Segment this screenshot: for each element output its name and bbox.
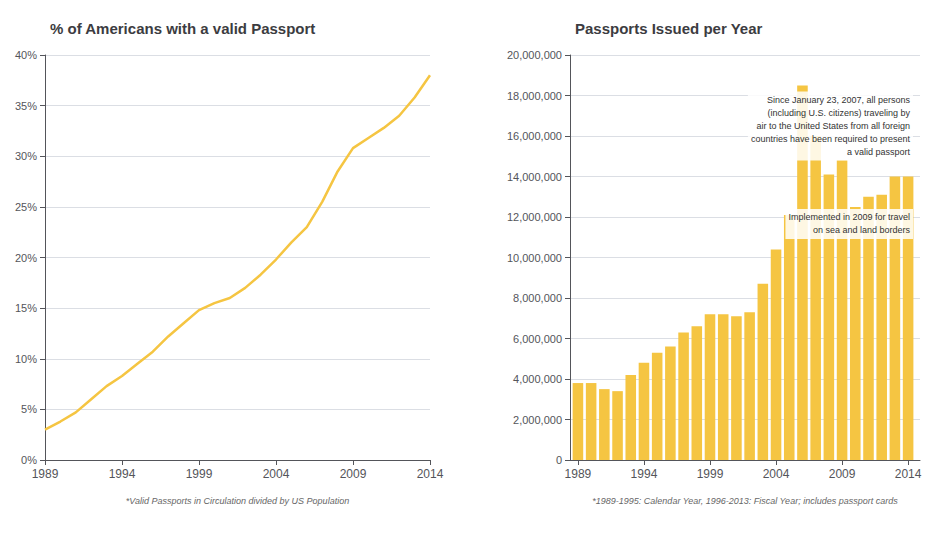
svg-text:8,000,000: 8,000,000 [513,292,562,304]
svg-text:4,000,000: 4,000,000 [513,373,562,385]
svg-text:Passports Issued per Year: Passports Issued per Year [575,20,762,37]
svg-text:10%: 10% [15,353,37,365]
svg-text:*1989-1995: Calendar Year, 199: *1989-1995: Calendar Year, 1996-2013: Fi… [592,496,898,506]
svg-text:2,000,000: 2,000,000 [513,414,562,426]
svg-text:2014: 2014 [895,467,922,481]
svg-text:a valid passport: a valid passport [847,147,911,157]
svg-text:% of Americans with a valid Pa: % of Americans with a valid Passport [50,20,315,37]
svg-text:6,000,000: 6,000,000 [513,333,562,345]
svg-text:Implemented in 2009 for travel: Implemented in 2009 for travel [788,212,910,222]
svg-text:Since January 23, 2007, all pe: Since January 23, 2007, all persons [767,95,911,105]
svg-text:1989: 1989 [32,467,59,481]
svg-text:(including U.S. citizens) trav: (including U.S. citizens) traveling by [767,108,910,118]
svg-text:*Valid Passports in Circulatio: *Valid Passports in Circulation divided … [126,496,349,506]
svg-text:2014: 2014 [417,467,444,481]
svg-text:1989: 1989 [565,467,592,481]
svg-text:12,000,000: 12,000,000 [507,211,562,223]
svg-text:2009: 2009 [829,467,856,481]
svg-text:40%: 40% [15,49,37,61]
svg-text:14,000,000: 14,000,000 [507,171,562,183]
svg-text:air to the United States from: air to the United States from all foreig… [756,121,910,131]
svg-text:25%: 25% [15,201,37,213]
svg-text:30%: 30% [15,150,37,162]
svg-text:20%: 20% [15,252,37,264]
svg-text:10,000,000: 10,000,000 [507,252,562,264]
svg-text:16,000,000: 16,000,000 [507,130,562,142]
svg-text:20,000,000: 20,000,000 [507,49,562,61]
svg-text:0: 0 [556,454,562,466]
svg-text:15%: 15% [15,302,37,314]
svg-text:0%: 0% [21,454,37,466]
svg-text:2004: 2004 [763,467,790,481]
svg-text:1999: 1999 [697,467,724,481]
svg-text:2004: 2004 [263,467,290,481]
svg-text:35%: 35% [15,100,37,112]
svg-text:1999: 1999 [186,467,213,481]
svg-text:on sea and land borders: on sea and land borders [813,225,911,235]
svg-text:5%: 5% [21,403,37,415]
svg-text:countries have been required t: countries have been required to present [751,134,911,144]
svg-text:18,000,000: 18,000,000 [507,90,562,102]
svg-text:1994: 1994 [631,467,658,481]
svg-text:1994: 1994 [109,467,136,481]
svg-text:2009: 2009 [340,467,367,481]
